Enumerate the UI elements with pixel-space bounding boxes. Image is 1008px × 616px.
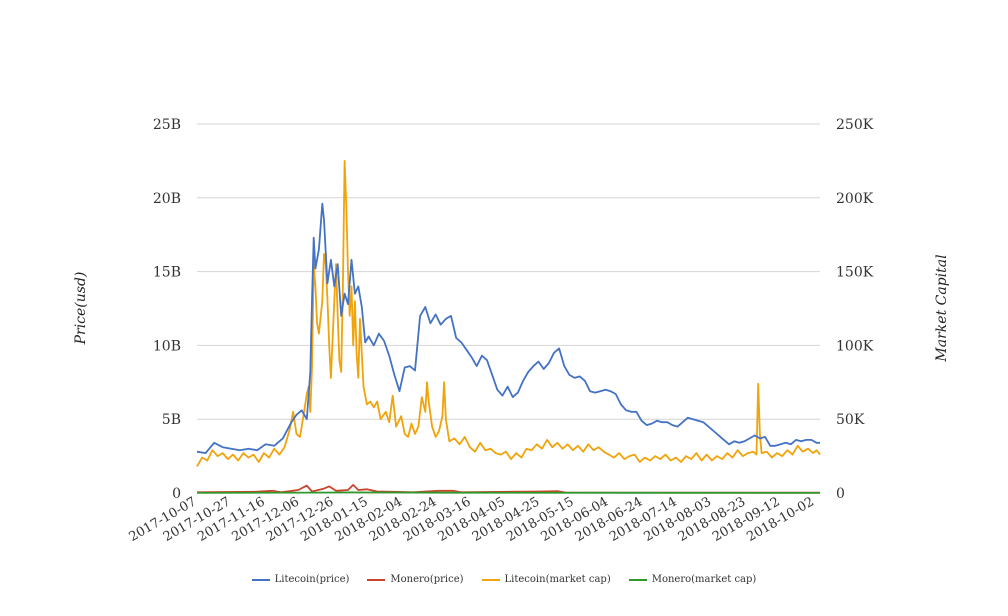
series-line-monero-market-cap [196, 491, 821, 494]
legend-item-litecoin-market-cap[interactable]: Litecoin(market cap) [481, 574, 611, 585]
legend-label: Monero(price) [390, 574, 464, 585]
y-left-tick-label: 15B [153, 265, 181, 281]
y-left-tick-label: 5B [162, 412, 181, 428]
y-right-tick-label: 150K [836, 265, 874, 281]
y-axis-right: 0 50K 100K 150K 200K 250K [836, 117, 874, 502]
legend-swatch [628, 578, 647, 581]
legend-item-litecoin-price[interactable]: Litecoin(price) [251, 574, 350, 585]
legend-label: Litecoin(price) [274, 574, 350, 585]
gridlines [197, 123, 820, 494]
y-right-tick-label: 250K [836, 117, 874, 133]
legend-label: Litecoin(market cap) [504, 574, 611, 585]
y-right-tick-label: 0 [836, 486, 845, 502]
legend-swatch [367, 578, 386, 581]
y-right-tick-label: 200K [836, 191, 874, 207]
y-left-tick-label: 25B [153, 117, 181, 133]
y-left-tick-label: 10B [153, 338, 181, 354]
y-axis-left-title: Price(usd) [73, 272, 89, 346]
y-right-tick-label: 50K [836, 412, 865, 428]
series-line-litecoin-price [196, 202, 820, 454]
series-lines [196, 160, 821, 494]
legend-item-monero-market-cap[interactable]: Monero(market cap) [628, 574, 757, 585]
x-axis: 2017-10-072017-10-272017-11-162017-12-06… [127, 494, 817, 544]
legend-label: Monero(market cap) [651, 574, 757, 585]
y-axis-left: 0 5B 10B 15B 20B 25B [153, 117, 181, 502]
legend: Litecoin(price) Monero(price) Litecoin(m… [0, 574, 1008, 585]
y-axis-right-title: Market Capital [934, 254, 950, 362]
legend-swatch [251, 578, 270, 581]
series-line-monero-price [196, 484, 821, 494]
y-right-tick-label: 100K [836, 338, 874, 354]
y-left-tick-label: 20B [153, 191, 181, 207]
legend-item-monero-price[interactable]: Monero(price) [367, 574, 464, 585]
legend-swatch [481, 578, 500, 581]
series-line-litecoin-market-cap [196, 160, 821, 467]
y-left-tick-label: 0 [172, 486, 181, 502]
